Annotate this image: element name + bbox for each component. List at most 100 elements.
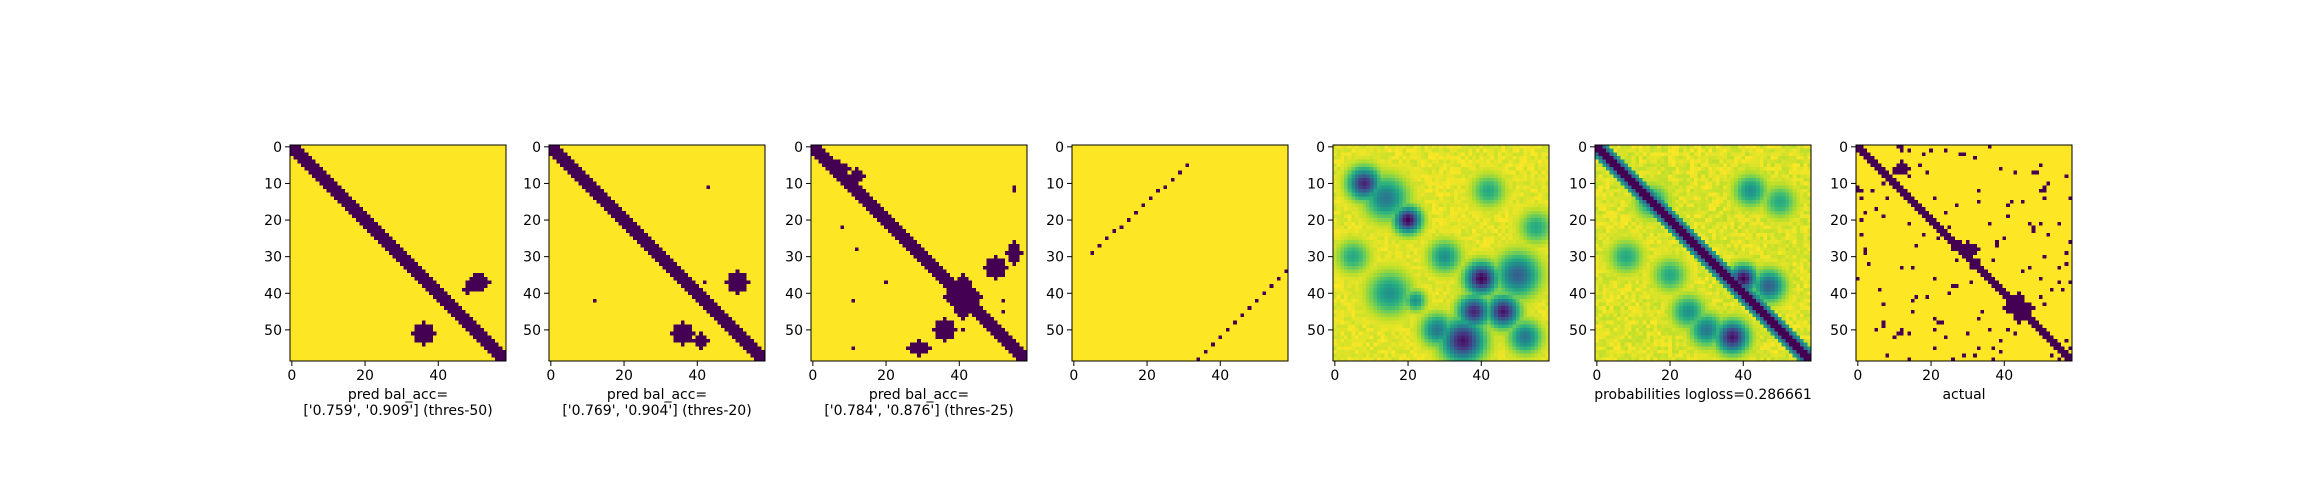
heatmap-cell bbox=[462, 280, 467, 285]
heatmap-cell bbox=[622, 159, 627, 164]
heatmap-cell bbox=[297, 342, 302, 347]
heatmap-cell bbox=[549, 214, 554, 219]
heatmap-cell bbox=[425, 317, 430, 322]
heatmap-cell bbox=[757, 199, 762, 204]
heatmap-cell bbox=[304, 254, 309, 259]
heatmap-cell bbox=[352, 353, 357, 358]
heatmap-cell bbox=[352, 251, 357, 256]
heatmap-cell bbox=[311, 166, 317, 172]
heatmap-cell bbox=[651, 174, 656, 179]
heatmap-cell bbox=[585, 218, 590, 223]
heatmap-cell bbox=[319, 247, 324, 252]
heatmap-cell bbox=[495, 236, 500, 241]
heatmap-cell bbox=[352, 152, 357, 157]
heatmap-cell bbox=[454, 339, 459, 344]
heatmap-cell bbox=[366, 342, 371, 347]
heatmap-cell bbox=[695, 152, 700, 157]
heatmap-cell bbox=[418, 163, 423, 168]
heatmap-cell bbox=[425, 199, 430, 204]
heatmap-cell bbox=[381, 207, 386, 212]
heatmap-cell bbox=[319, 210, 324, 215]
heatmap-cell bbox=[304, 221, 309, 226]
heatmap-cell bbox=[633, 145, 638, 150]
heatmap-cell bbox=[425, 210, 430, 215]
heatmap-cell bbox=[352, 284, 357, 289]
heatmap-cell bbox=[348, 232, 353, 237]
heatmap-cell bbox=[666, 214, 671, 219]
heatmap-cell bbox=[655, 199, 660, 204]
heatmap-cell bbox=[556, 155, 561, 161]
heatmap-cell bbox=[443, 298, 448, 303]
heatmap-cell bbox=[447, 320, 452, 325]
heatmap-cell bbox=[407, 207, 412, 212]
heatmap-cell bbox=[695, 229, 700, 234]
heatmap-cell bbox=[480, 295, 485, 300]
heatmap-cell bbox=[352, 170, 357, 175]
heatmap-cell bbox=[487, 320, 492, 325]
heatmap-cell bbox=[563, 145, 568, 150]
heatmap-cell bbox=[290, 247, 295, 252]
heatmap-cell bbox=[669, 210, 674, 215]
heatmap-cell bbox=[480, 328, 485, 333]
heatmap-cell bbox=[410, 199, 415, 204]
heatmap-cell bbox=[319, 203, 324, 208]
heatmap-cell bbox=[374, 265, 379, 270]
heatmap-cell bbox=[732, 159, 737, 164]
heatmap-cell bbox=[315, 353, 320, 358]
heatmap-cell bbox=[443, 148, 448, 153]
heatmap-cell bbox=[570, 148, 576, 153]
heatmap-cell bbox=[333, 181, 338, 186]
heatmap-cell bbox=[352, 273, 357, 278]
heatmap-cell bbox=[330, 203, 335, 208]
heatmap-cell bbox=[484, 247, 489, 252]
heatmap-cell bbox=[443, 306, 448, 311]
heatmap-cell bbox=[363, 258, 368, 263]
heatmap-cell bbox=[465, 181, 470, 186]
heatmap-cell bbox=[607, 188, 612, 193]
heatmap-cell bbox=[440, 258, 445, 263]
heatmap-cell bbox=[447, 284, 452, 289]
heatmap-cell bbox=[322, 163, 328, 168]
heatmap-cell bbox=[352, 236, 357, 241]
heatmap-cell bbox=[399, 159, 404, 164]
heatmap-cell bbox=[473, 251, 478, 256]
heatmap-cell bbox=[728, 196, 733, 201]
heatmap-cell bbox=[710, 225, 715, 230]
heatmap-cell bbox=[363, 339, 368, 344]
heatmap-cell bbox=[607, 166, 612, 172]
heatmap-cell bbox=[290, 280, 295, 285]
heatmap-cell bbox=[451, 346, 456, 351]
heatmap-cell bbox=[614, 232, 619, 237]
heatmap-cell bbox=[381, 298, 386, 303]
heatmap-cell bbox=[293, 247, 298, 252]
heatmap-cell bbox=[592, 218, 597, 223]
heatmap-cell bbox=[374, 148, 379, 153]
heatmap-cell bbox=[476, 166, 481, 172]
heatmap-cell bbox=[750, 214, 755, 219]
heatmap-cell bbox=[330, 196, 335, 201]
heatmap-cell bbox=[374, 353, 379, 358]
heatmap-cell bbox=[706, 152, 711, 157]
heatmap-cell bbox=[315, 298, 320, 303]
heatmap-cell bbox=[293, 192, 298, 197]
heatmap-cell bbox=[462, 262, 467, 267]
heatmap-cell bbox=[469, 258, 474, 263]
heatmap-cell bbox=[440, 335, 445, 340]
heatmap-cell bbox=[574, 148, 579, 153]
heatmap-cell bbox=[581, 225, 587, 230]
heatmap-cell bbox=[498, 328, 503, 333]
heatmap-cell bbox=[462, 229, 467, 234]
heatmap-cell bbox=[352, 148, 357, 153]
heatmap-cell bbox=[556, 174, 561, 179]
heatmap-cell bbox=[447, 240, 452, 245]
heatmap-cell bbox=[603, 188, 608, 193]
heatmap-cell bbox=[374, 276, 379, 281]
heatmap-cell bbox=[600, 210, 605, 215]
heatmap-cell bbox=[392, 265, 397, 270]
heatmap-cell bbox=[589, 181, 594, 186]
heatmap-cell bbox=[699, 159, 704, 164]
heatmap-cell bbox=[673, 210, 678, 215]
heatmap-cell bbox=[629, 225, 634, 230]
heatmap-cell bbox=[581, 236, 587, 241]
heatmap-cell bbox=[552, 232, 557, 237]
